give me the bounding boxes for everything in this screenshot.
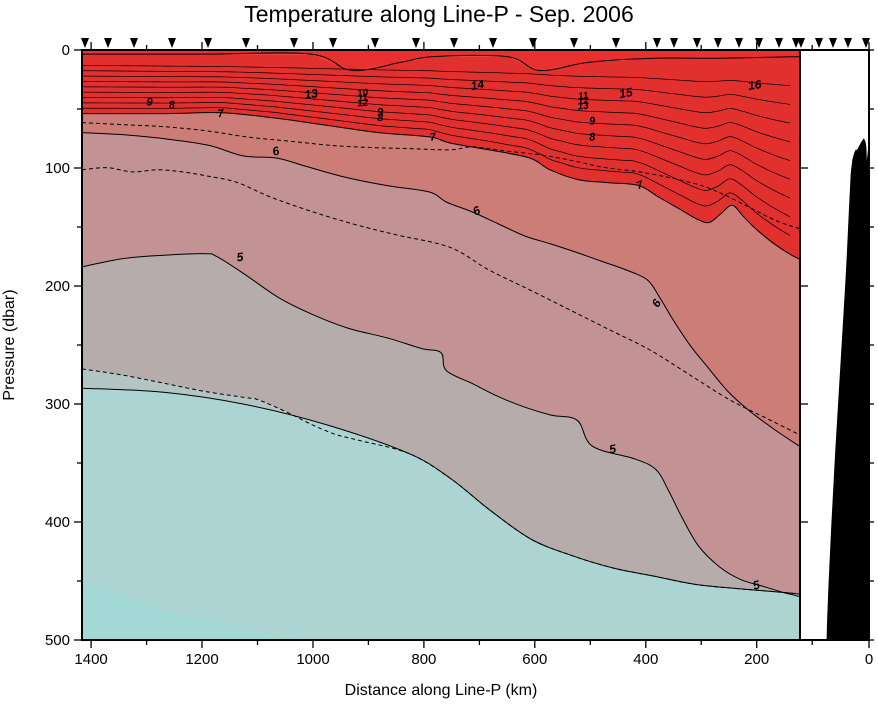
svg-text:1000: 1000: [296, 651, 329, 668]
svg-text:500: 500: [45, 632, 70, 649]
svg-text:14: 14: [470, 77, 486, 93]
svg-text:11: 11: [578, 91, 590, 103]
svg-text:400: 400: [45, 514, 70, 531]
svg-text:100: 100: [45, 160, 70, 177]
svg-text:Pressure (dbar): Pressure (dbar): [1, 289, 18, 400]
svg-text:10: 10: [357, 88, 369, 100]
svg-text:300: 300: [45, 396, 70, 413]
svg-text:13: 13: [304, 86, 319, 102]
svg-text:400: 400: [633, 651, 658, 668]
svg-text:0: 0: [62, 42, 70, 59]
svg-text:16: 16: [747, 77, 762, 93]
svg-text:1400: 1400: [74, 651, 107, 668]
svg-text:600: 600: [522, 651, 547, 668]
svg-text:800: 800: [411, 651, 436, 668]
svg-text:200: 200: [45, 278, 70, 295]
svg-text:200: 200: [744, 651, 769, 668]
svg-text:1200: 1200: [185, 651, 218, 668]
svg-text:Temperature along Line-P - Sep: Temperature along Line-P - Sep. 2006: [244, 1, 634, 27]
svg-text:Distance along Line-P (km): Distance along Line-P (km): [345, 682, 538, 699]
svg-text:0: 0: [865, 651, 873, 668]
svg-text:15: 15: [618, 85, 634, 101]
